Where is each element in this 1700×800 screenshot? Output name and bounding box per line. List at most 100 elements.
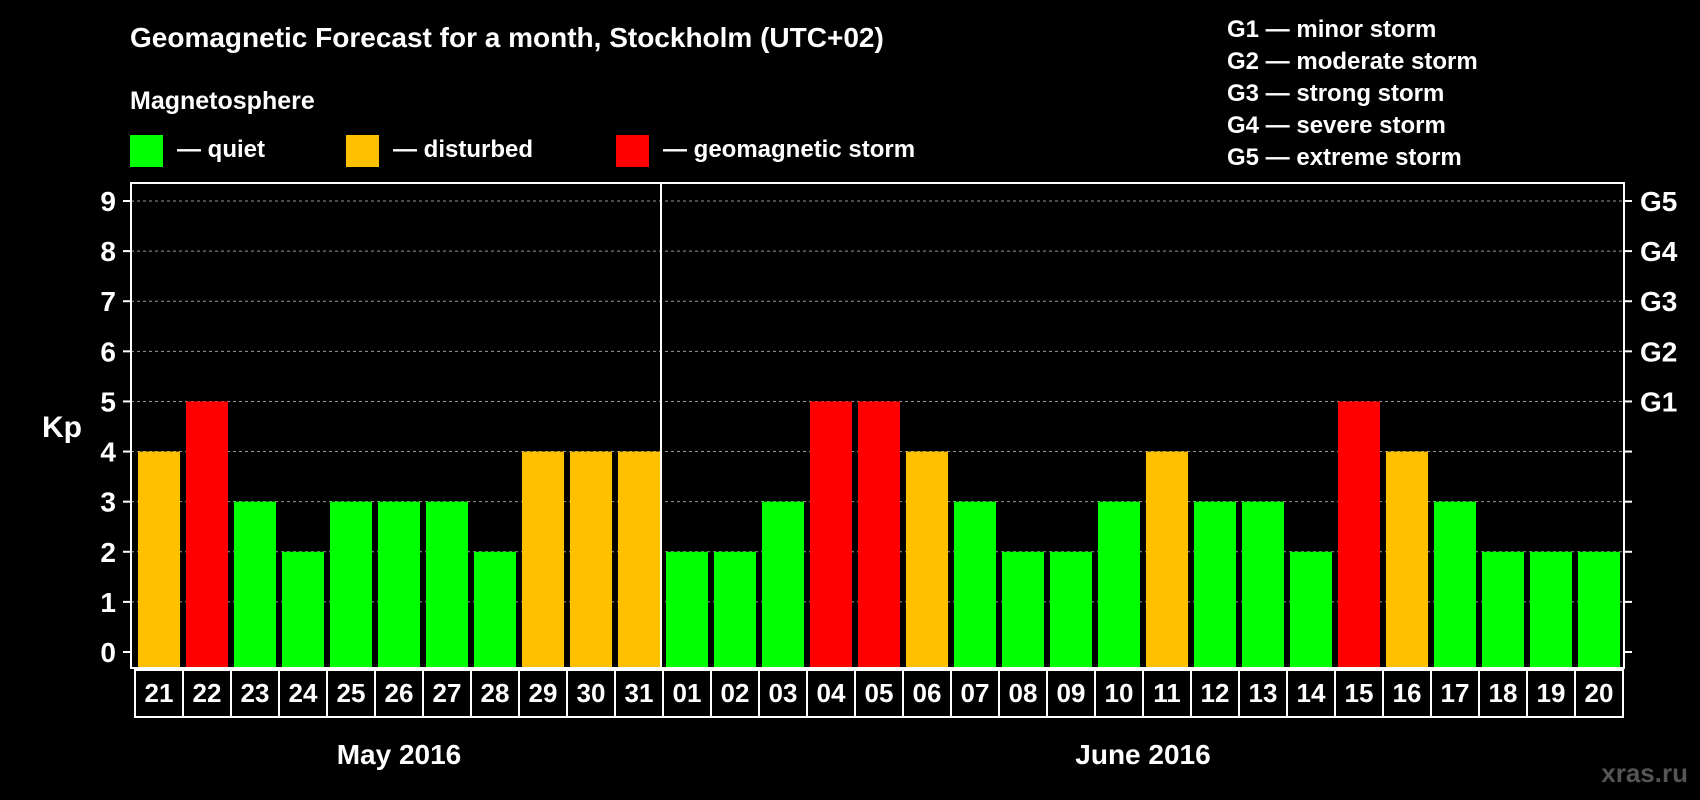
storm-scale-g2: G2 — moderate storm — [1227, 48, 1478, 75]
legend-heading: Magnetosphere — [130, 87, 315, 115]
bar-25 — [330, 501, 372, 668]
bar-15 — [1338, 401, 1380, 668]
date-label-26: 26 — [385, 678, 414, 708]
date-label-18: 18 — [1489, 678, 1518, 708]
date-label-15: 15 — [1345, 678, 1374, 708]
bars — [138, 401, 1620, 668]
bar-03 — [762, 501, 804, 668]
right-axis-label-g5: G5 — [1640, 186, 1677, 217]
bar-01 — [666, 551, 708, 668]
axes: 0 1 2 3 4 5 6 7 8 9 G1 G2 G3 G4 G5 — [100, 182, 1678, 669]
right-axis-label-g2: G2 — [1640, 336, 1677, 367]
bar-20 — [1578, 551, 1620, 668]
month-label-0: May 2016 — [337, 739, 462, 770]
bar-30 — [570, 451, 612, 668]
bar-27 — [426, 501, 468, 668]
watermark: xras.ru — [1601, 758, 1688, 788]
bar-19 — [1530, 551, 1572, 668]
date-label-24: 24 — [289, 678, 318, 708]
y-tick-label-2: 2 — [100, 537, 116, 568]
date-label-07: 07 — [961, 678, 990, 708]
bar-08 — [1002, 551, 1044, 668]
date-label-16: 16 — [1393, 678, 1422, 708]
bar-04 — [810, 401, 852, 668]
bar-11 — [1146, 451, 1188, 668]
bar-09 — [1050, 551, 1092, 668]
bar-29 — [522, 451, 564, 668]
storm-scale-g1: G1 — minor storm — [1227, 16, 1436, 43]
bar-16 — [1386, 451, 1428, 668]
bar-13 — [1242, 501, 1284, 668]
bar-23 — [234, 501, 276, 668]
date-label-13: 13 — [1249, 678, 1278, 708]
date-label-08: 08 — [1009, 678, 1038, 708]
bar-02 — [714, 551, 756, 668]
date-cell-20 — [1574, 669, 1624, 718]
date-label-04: 04 — [817, 678, 846, 708]
date-label-02: 02 — [721, 678, 750, 708]
date-label-27: 27 — [433, 678, 462, 708]
date-label-03: 03 — [769, 678, 798, 708]
plot-frame — [130, 182, 1625, 669]
storm-scale-g5: G5 — extreme storm — [1227, 144, 1462, 171]
right-axis-label-g4: G4 — [1640, 236, 1678, 267]
bar-17 — [1434, 501, 1476, 668]
y-tick-label-8: 8 — [100, 236, 116, 267]
bar-21 — [138, 451, 180, 668]
legend-label-disturbed: — disturbed — [393, 136, 533, 163]
date-label-28: 28 — [481, 678, 510, 708]
bar-24 — [282, 551, 324, 668]
chart-title: Geomagnetic Forecast for a month, Stockh… — [130, 22, 884, 53]
y-tick-label-6: 6 — [100, 336, 116, 367]
date-label-19: 19 — [1537, 678, 1566, 708]
y-tick-label-0: 0 — [100, 637, 116, 668]
date-label-21: 21 — [145, 678, 174, 708]
date-label-17: 17 — [1441, 678, 1470, 708]
date-label-10: 10 — [1105, 678, 1134, 708]
legend-swatch-storm — [616, 135, 649, 167]
date-label-11: 11 — [1153, 678, 1181, 708]
bar-05 — [858, 401, 900, 668]
bar-06 — [906, 451, 948, 668]
legend-swatch-quiet — [130, 135, 163, 167]
y-tick-label-1: 1 — [100, 587, 116, 618]
month-label-1: June 2016 — [1075, 739, 1210, 770]
y-tick-label-7: 7 — [100, 286, 116, 317]
date-label-06: 06 — [913, 678, 942, 708]
storm-scale-g3: G3 — strong storm — [1227, 80, 1444, 107]
legend-label-storm: — geomagnetic storm — [663, 136, 915, 163]
date-label-05: 05 — [865, 678, 894, 708]
right-axis-label-g3: G3 — [1640, 286, 1677, 317]
date-label-14: 14 — [1297, 678, 1326, 708]
y-tick-label-9: 9 — [100, 186, 116, 217]
date-label-29: 29 — [529, 678, 558, 708]
bar-22 — [186, 401, 228, 668]
date-label-12: 12 — [1201, 678, 1230, 708]
date-label-22: 22 — [193, 678, 222, 708]
bar-26 — [378, 501, 420, 668]
y-tick-label-3: 3 — [100, 487, 116, 518]
bar-18 — [1482, 551, 1524, 668]
right-axis-label-g1: G1 — [1640, 386, 1677, 417]
legend-label-quiet: — quiet — [177, 136, 265, 163]
date-row: 21 22 23 24 25 26 27 28 29 30 31 01 02 03 04 05 06 07 08 09… — [134, 669, 1624, 770]
storm-scale-g4: G4 — severe storm — [1227, 112, 1446, 139]
legend-swatch-disturbed — [346, 135, 379, 167]
date-label-23: 23 — [241, 678, 270, 708]
bar-07 — [954, 501, 996, 668]
y-tick-label-5: 5 — [100, 386, 116, 417]
date-label-31: 31 — [625, 678, 654, 708]
y-tick-label-4: 4 — [100, 437, 116, 468]
y-axis-label: Kp — [42, 411, 82, 444]
bar-12 — [1194, 501, 1236, 668]
date-label-01: 01 — [673, 678, 702, 708]
date-label-30: 30 — [577, 678, 606, 708]
bar-31 — [618, 451, 660, 668]
bar-28 — [474, 551, 516, 668]
bar-14 — [1290, 551, 1332, 668]
date-label-20: 20 — [1585, 678, 1614, 708]
bar-10 — [1098, 501, 1140, 668]
date-label-09: 09 — [1057, 678, 1086, 708]
date-label-25: 25 — [337, 678, 366, 708]
